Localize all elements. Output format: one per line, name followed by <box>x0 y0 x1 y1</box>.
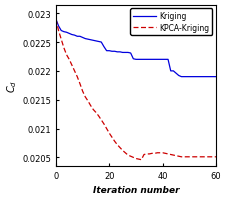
Kriging <box>140 59 143 61</box>
KPCA-Kriging <box>153 152 156 155</box>
Kriging <box>196 76 199 78</box>
Line: Kriging: Kriging <box>56 20 216 77</box>
Line: KPCA-Kriging: KPCA-Kriging <box>56 20 216 160</box>
Kriging <box>151 59 153 61</box>
Kriging <box>86 39 89 41</box>
Kriging <box>92 40 95 42</box>
KPCA-Kriging <box>215 156 217 158</box>
KPCA-Kriging <box>140 159 143 161</box>
KPCA-Kriging <box>111 136 113 139</box>
Kriging <box>54 19 57 21</box>
Y-axis label: $C_d$: $C_d$ <box>5 79 19 92</box>
Kriging <box>215 76 217 78</box>
KPCA-Kriging <box>196 156 199 158</box>
KPCA-Kriging <box>54 19 57 21</box>
X-axis label: Iteration number: Iteration number <box>93 186 179 194</box>
Kriging <box>180 76 183 78</box>
Legend: Kriging, KPCA-Kriging: Kriging, KPCA-Kriging <box>130 9 212 36</box>
KPCA-Kriging <box>92 109 95 111</box>
KPCA-Kriging <box>143 154 145 156</box>
KPCA-Kriging <box>86 100 89 103</box>
Kriging <box>111 51 113 53</box>
